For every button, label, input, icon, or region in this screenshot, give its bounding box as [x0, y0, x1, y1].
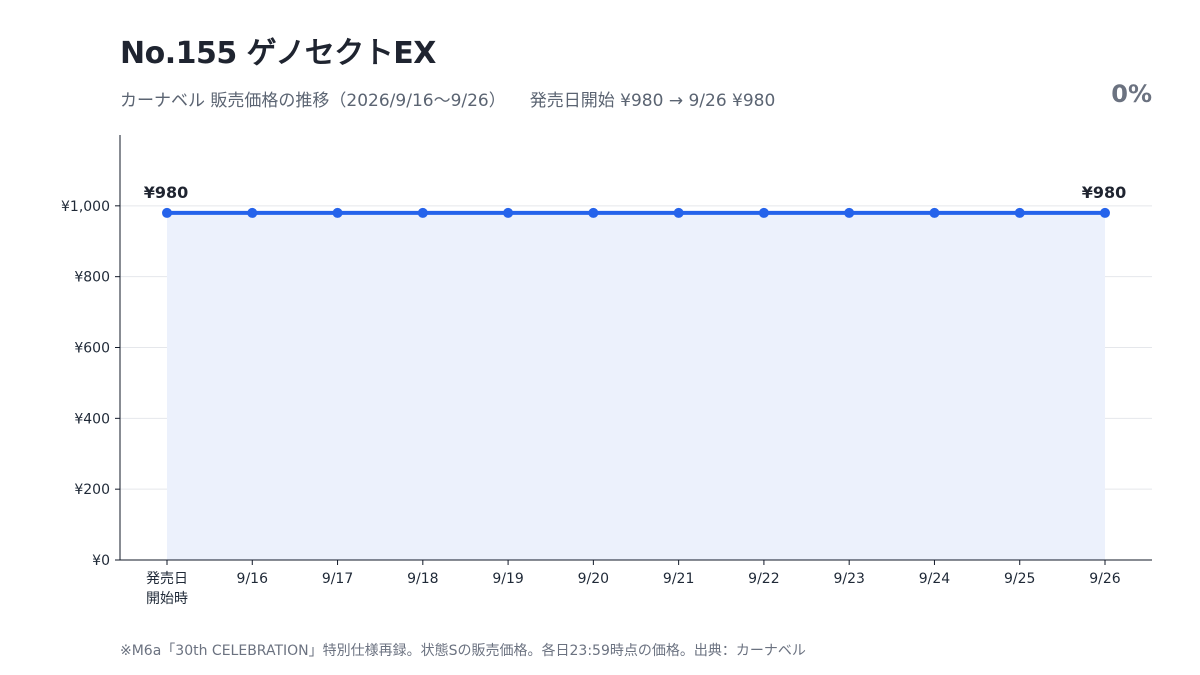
data-point	[758, 207, 769, 218]
area-fill	[167, 212, 1105, 560]
x-tick-label: 9/19	[492, 571, 523, 587]
data-point	[247, 207, 258, 218]
x-tick-label: 9/20	[578, 571, 609, 587]
x-tick-label: 9/24	[919, 571, 951, 587]
data-labels: ¥980 ¥980	[144, 183, 1127, 202]
data-point	[588, 207, 599, 218]
change-percent: 0%	[1111, 80, 1152, 108]
data-point	[844, 207, 855, 218]
x-tick-label: 発売日開始時	[146, 571, 188, 607]
x-tick-label: 9/18	[407, 571, 438, 587]
y-tick-label: ¥1,000	[61, 199, 110, 215]
x-tick-label: 9/23	[833, 571, 864, 587]
chart-title: No.155 ゲノセクトEX	[120, 36, 436, 71]
data-point	[1014, 207, 1025, 218]
y-tick-label: ¥200	[74, 482, 110, 498]
data-points	[162, 207, 1110, 218]
subtitle-text: カーナベル 販売価格の推移（2026/9/16〜9/26）	[120, 91, 506, 111]
data-point	[929, 207, 940, 218]
data-point	[162, 207, 172, 218]
x-axis-ticks: 発売日開始時 9/16 9/17 9/18 9/19 9/20 9/21 9/22 9/23 9/…	[146, 560, 1121, 607]
data-point	[332, 207, 343, 218]
chart-subtitle: カーナベル 販売価格の推移（2026/9/16〜9/26） 発売日開始 ¥980 …	[120, 86, 775, 111]
y-tick-label: ¥800	[74, 270, 110, 286]
y-axis-ticks: ¥0 ¥200 ¥400 ¥600 ¥800 ¥1,000	[61, 199, 120, 569]
y-tick-label: ¥0	[92, 553, 110, 569]
x-tick-label: 9/21	[663, 571, 694, 587]
footnote: ※M6a「30th CELEBRATION」特別仕様再録。状態Sの販売価格。各日…	[120, 643, 806, 659]
x-tick-label: 9/16	[237, 571, 269, 587]
x-tick-label: 9/25	[1004, 571, 1035, 587]
x-tick-label: 9/26	[1089, 571, 1121, 587]
data-point	[417, 207, 428, 218]
data-point	[673, 207, 684, 218]
x-tick-label: 9/17	[322, 571, 353, 587]
data-label: ¥980	[144, 183, 189, 202]
x-tick-label: 9/22	[748, 571, 779, 587]
data-point	[1100, 207, 1110, 218]
data-point	[503, 207, 514, 218]
y-tick-label: ¥600	[74, 341, 110, 357]
y-tick-label: ¥400	[74, 411, 110, 427]
price-summary: 発売日開始 ¥980 → 9/26 ¥980	[529, 91, 776, 111]
data-label: ¥980	[1082, 183, 1127, 202]
